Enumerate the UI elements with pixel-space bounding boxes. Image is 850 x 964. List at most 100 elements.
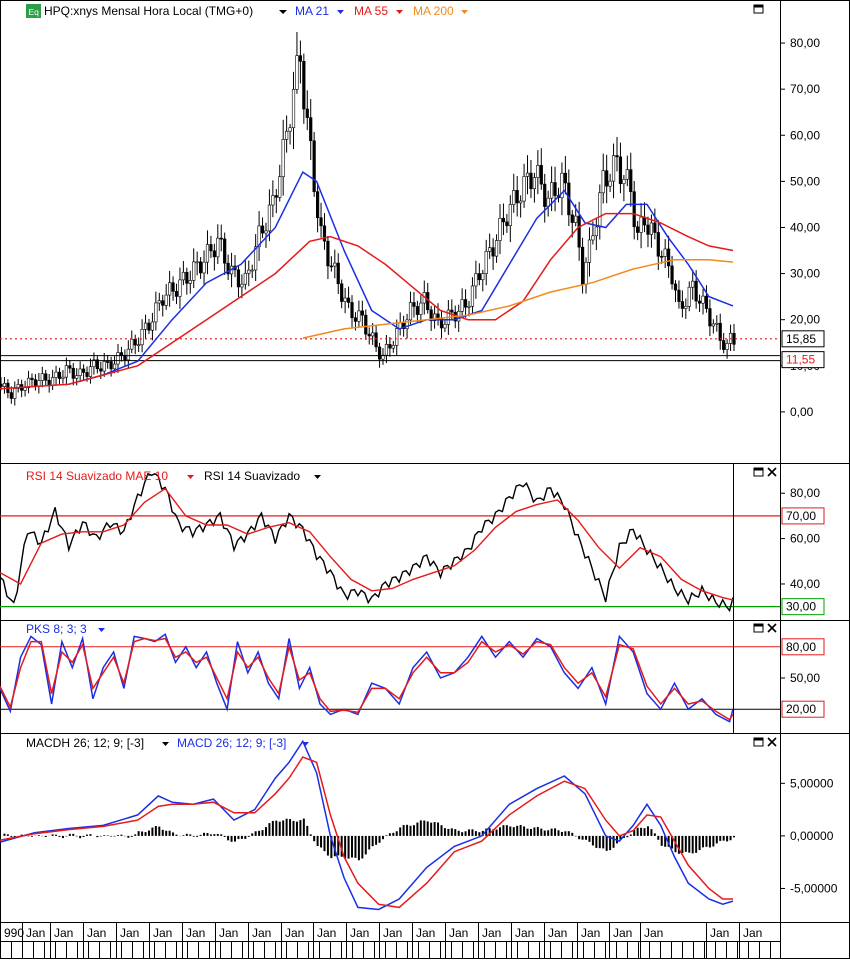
candle-body[interactable] bbox=[429, 309, 433, 322]
candle-body[interactable] bbox=[574, 215, 578, 223]
candle-body[interactable] bbox=[106, 361, 110, 363]
candle-body[interactable] bbox=[512, 190, 516, 205]
candle-body[interactable] bbox=[622, 178, 626, 185]
ma200-chevron-down-icon[interactable] bbox=[461, 10, 468, 14]
candle-body[interactable] bbox=[663, 248, 667, 257]
candle-body[interactable] bbox=[154, 302, 158, 323]
candle-body[interactable] bbox=[605, 170, 609, 187]
candle-body[interactable] bbox=[219, 237, 223, 240]
candle-body[interactable] bbox=[161, 300, 165, 306]
candle-body[interactable] bbox=[0, 383, 3, 387]
candle-body[interactable] bbox=[697, 300, 702, 304]
candle-body[interactable] bbox=[725, 343, 729, 350]
candle-body[interactable] bbox=[260, 225, 265, 234]
candle-body[interactable] bbox=[391, 345, 395, 349]
candle-body[interactable] bbox=[405, 319, 409, 329]
candle-body[interactable] bbox=[374, 332, 378, 348]
candle-body[interactable] bbox=[350, 302, 354, 319]
rsi-panel[interactable] bbox=[0, 472, 780, 613]
candle-body[interactable] bbox=[212, 250, 216, 258]
candle-body[interactable] bbox=[501, 217, 506, 223]
candle-body[interactable] bbox=[223, 238, 227, 264]
candle-body[interactable] bbox=[598, 192, 602, 228]
rsi-maximize-icon[interactable] bbox=[753, 467, 764, 477]
candle-body[interactable] bbox=[267, 204, 272, 232]
rsi-mae-line[interactable] bbox=[0, 487, 734, 601]
candle-body[interactable] bbox=[68, 365, 72, 369]
candle-body[interactable] bbox=[116, 352, 120, 365]
candle-body[interactable] bbox=[95, 359, 99, 370]
candle-body[interactable] bbox=[691, 280, 695, 288]
candle-body[interactable] bbox=[481, 273, 485, 281]
candle-body[interactable] bbox=[433, 313, 437, 322]
price-panel[interactable] bbox=[0, 31, 780, 406]
macdh-chevron-down-icon[interactable] bbox=[162, 742, 169, 746]
candle-body[interactable] bbox=[467, 305, 471, 308]
candle-body[interactable] bbox=[505, 221, 509, 227]
candle-body[interactable] bbox=[498, 217, 502, 241]
candle-body[interactable] bbox=[519, 200, 523, 204]
candle-body[interactable] bbox=[168, 282, 172, 296]
pks-maximize-icon[interactable] bbox=[753, 623, 764, 633]
candle-body[interactable] bbox=[109, 361, 113, 370]
candle-body[interactable] bbox=[656, 232, 660, 257]
candle-body[interactable] bbox=[198, 261, 203, 274]
candle-body[interactable] bbox=[539, 165, 543, 185]
candle-body[interactable] bbox=[264, 230, 268, 234]
candle-body[interactable] bbox=[40, 373, 44, 381]
candle-body[interactable] bbox=[119, 352, 124, 356]
candle-body[interactable] bbox=[580, 246, 585, 285]
candle-body[interactable] bbox=[639, 216, 643, 233]
ma21-chevron-down-icon[interactable] bbox=[337, 10, 344, 14]
pks-panel[interactable] bbox=[0, 633, 780, 723]
candle-body[interactable] bbox=[243, 272, 247, 285]
candle-body[interactable] bbox=[205, 244, 210, 263]
candle-body[interactable] bbox=[460, 299, 464, 312]
candle-body[interactable] bbox=[81, 368, 86, 373]
candle-body[interactable] bbox=[326, 240, 330, 267]
candle-body[interactable] bbox=[236, 269, 241, 288]
candle-body[interactable] bbox=[694, 280, 698, 302]
candle-body[interactable] bbox=[594, 226, 598, 237]
candle-body[interactable] bbox=[653, 222, 657, 233]
candle-body[interactable] bbox=[112, 363, 117, 370]
macdh-legend[interactable]: MACDH 26; 12; 9; [-3] bbox=[26, 736, 144, 750]
candle-body[interactable] bbox=[298, 55, 302, 62]
candle-body[interactable] bbox=[367, 333, 371, 337]
ma55-line[interactable] bbox=[0, 212, 734, 390]
candle-body[interactable] bbox=[591, 235, 595, 241]
candle-body[interactable] bbox=[61, 376, 65, 379]
ma55-legend[interactable]: MA 55 bbox=[354, 4, 388, 18]
candle-body[interactable] bbox=[257, 225, 261, 248]
candle-body[interactable] bbox=[16, 384, 20, 389]
candle-body[interactable] bbox=[563, 172, 567, 184]
candle-body[interactable] bbox=[309, 117, 313, 142]
candle-body[interactable] bbox=[732, 332, 736, 345]
candle-body[interactable] bbox=[570, 214, 574, 223]
candle-body[interactable] bbox=[13, 388, 17, 399]
candle-body[interactable] bbox=[408, 302, 413, 321]
ma21-legend[interactable]: MA 21 bbox=[295, 4, 329, 18]
candle-body[interactable] bbox=[470, 285, 475, 307]
candle-body[interactable] bbox=[395, 328, 399, 346]
candle-body[interactable] bbox=[553, 182, 557, 196]
candle-body[interactable] bbox=[102, 361, 106, 372]
candle-body[interactable] bbox=[715, 322, 719, 325]
candle-body[interactable] bbox=[157, 300, 161, 304]
candle-body[interactable] bbox=[271, 195, 275, 206]
candle-body[interactable] bbox=[384, 344, 389, 356]
candle-body[interactable] bbox=[522, 176, 526, 202]
candle-body[interactable] bbox=[240, 283, 244, 288]
pks-legend[interactable]: PKS 8; 3; 3 bbox=[26, 622, 87, 636]
candle-body[interactable] bbox=[288, 127, 292, 132]
symbol-chevron-down-icon[interactable] bbox=[279, 10, 287, 14]
candle-body[interactable] bbox=[577, 215, 581, 248]
candle-body[interactable] bbox=[340, 283, 344, 302]
time-axis[interactable]: 990 Jan Jan Jan Jan Jan Jan Jan Jan Jan Jan Jan Jan J… bbox=[0, 923, 780, 959]
candle-body[interactable] bbox=[174, 291, 179, 297]
candle-body[interactable] bbox=[247, 269, 251, 274]
candle-body[interactable] bbox=[88, 366, 93, 377]
candle-body[interactable] bbox=[625, 169, 629, 180]
candle-body[interactable] bbox=[415, 306, 419, 315]
candle-body[interactable] bbox=[47, 379, 51, 386]
